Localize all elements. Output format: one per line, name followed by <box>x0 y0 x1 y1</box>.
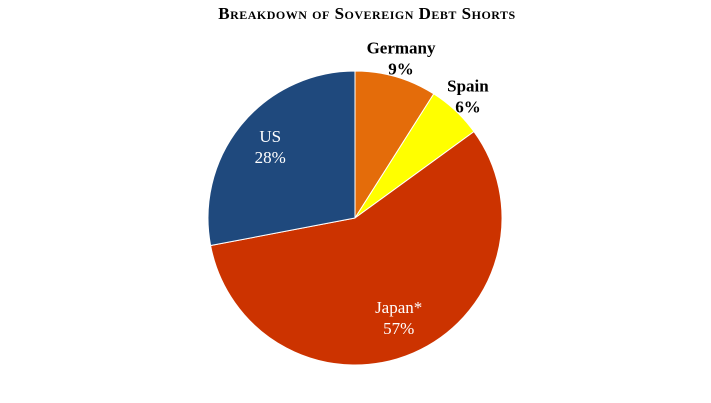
slice-label: Germany <box>367 38 436 57</box>
chart-title: Breakdown of Sovereign Debt Shorts <box>218 4 515 23</box>
slice-value-label: 9% <box>388 59 414 78</box>
pie-slice <box>354 70 435 220</box>
slice-label: Spain <box>447 77 489 96</box>
pie-slice <box>210 130 503 366</box>
slice-value-label: 57% <box>383 319 414 338</box>
slice-label: Japan* <box>375 298 422 317</box>
pie-slice <box>207 70 356 247</box>
slice-value-label: 6% <box>455 98 481 117</box>
slice-value-label: 28% <box>255 148 286 167</box>
slice-label: US <box>259 127 281 146</box>
